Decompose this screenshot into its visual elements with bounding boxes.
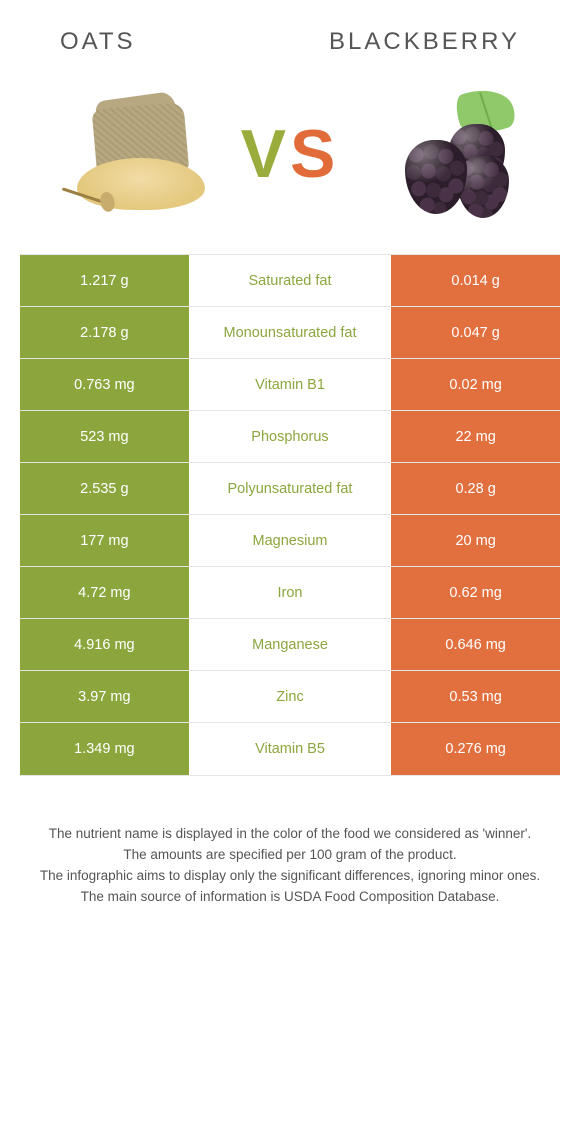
table-row: 2.535 gPolyunsaturated fat0.28 g (20, 463, 560, 515)
blackberry-image (361, 84, 521, 224)
oats-image (59, 84, 219, 224)
table-row: 2.178 gMonounsaturated fat0.047 g (20, 307, 560, 359)
footer-line: The infographic aims to display only the… (20, 866, 560, 887)
right-value-cell: 0.28 g (391, 463, 560, 514)
footer-text: The nutrient name is displayed in the co… (20, 824, 560, 908)
nutrient-label-cell: Phosphorus (189, 411, 392, 462)
right-value-cell: 0.53 mg (391, 671, 560, 722)
table-row: 4.916 mgManganese0.646 mg (20, 619, 560, 671)
nutrient-table: 1.217 gSaturated fat0.014 g2.178 gMonoun… (20, 254, 560, 776)
vs-label: VS (241, 115, 340, 193)
nutrient-label-cell: Iron (189, 567, 392, 618)
right-value-cell: 0.02 mg (391, 359, 560, 410)
right-value-cell: 0.276 mg (391, 723, 560, 775)
left-value-cell: 523 mg (20, 411, 189, 462)
table-row: 1.349 mgVitamin B50.276 mg (20, 723, 560, 775)
nutrient-label-cell: Vitamin B5 (189, 723, 392, 775)
right-value-cell: 22 mg (391, 411, 560, 462)
left-value-cell: 4.72 mg (20, 567, 189, 618)
vs-v: V (241, 116, 290, 192)
hero-row: VS (20, 84, 560, 224)
titles-row: Oats Blackberry (20, 28, 560, 56)
right-value-cell: 20 mg (391, 515, 560, 566)
left-value-cell: 3.97 mg (20, 671, 189, 722)
left-value-cell: 4.916 mg (20, 619, 189, 670)
footer-line: The amounts are specified per 100 gram o… (20, 845, 560, 866)
left-value-cell: 2.535 g (20, 463, 189, 514)
nutrient-label-cell: Saturated fat (189, 255, 392, 306)
left-title: Oats (60, 28, 136, 56)
left-value-cell: 1.349 mg (20, 723, 189, 775)
nutrient-label-cell: Zinc (189, 671, 392, 722)
nutrient-label-cell: Vitamin B1 (189, 359, 392, 410)
right-value-cell: 0.047 g (391, 307, 560, 358)
right-value-cell: 0.62 mg (391, 567, 560, 618)
vs-s: S (290, 116, 339, 192)
table-row: 1.217 gSaturated fat0.014 g (20, 255, 560, 307)
table-row: 3.97 mgZinc0.53 mg (20, 671, 560, 723)
footer-line: The nutrient name is displayed in the co… (20, 824, 560, 845)
nutrient-label-cell: Magnesium (189, 515, 392, 566)
left-value-cell: 177 mg (20, 515, 189, 566)
nutrient-label-cell: Manganese (189, 619, 392, 670)
right-value-cell: 0.646 mg (391, 619, 560, 670)
left-value-cell: 1.217 g (20, 255, 189, 306)
footer-line: The main source of information is USDA F… (20, 887, 560, 908)
table-row: 523 mgPhosphorus22 mg (20, 411, 560, 463)
table-row: 177 mgMagnesium20 mg (20, 515, 560, 567)
table-row: 4.72 mgIron0.62 mg (20, 567, 560, 619)
left-value-cell: 0.763 mg (20, 359, 189, 410)
left-value-cell: 2.178 g (20, 307, 189, 358)
right-value-cell: 0.014 g (391, 255, 560, 306)
nutrient-label-cell: Monounsaturated fat (189, 307, 392, 358)
right-title: Blackberry (329, 28, 520, 56)
table-row: 0.763 mgVitamin B10.02 mg (20, 359, 560, 411)
nutrient-label-cell: Polyunsaturated fat (189, 463, 392, 514)
